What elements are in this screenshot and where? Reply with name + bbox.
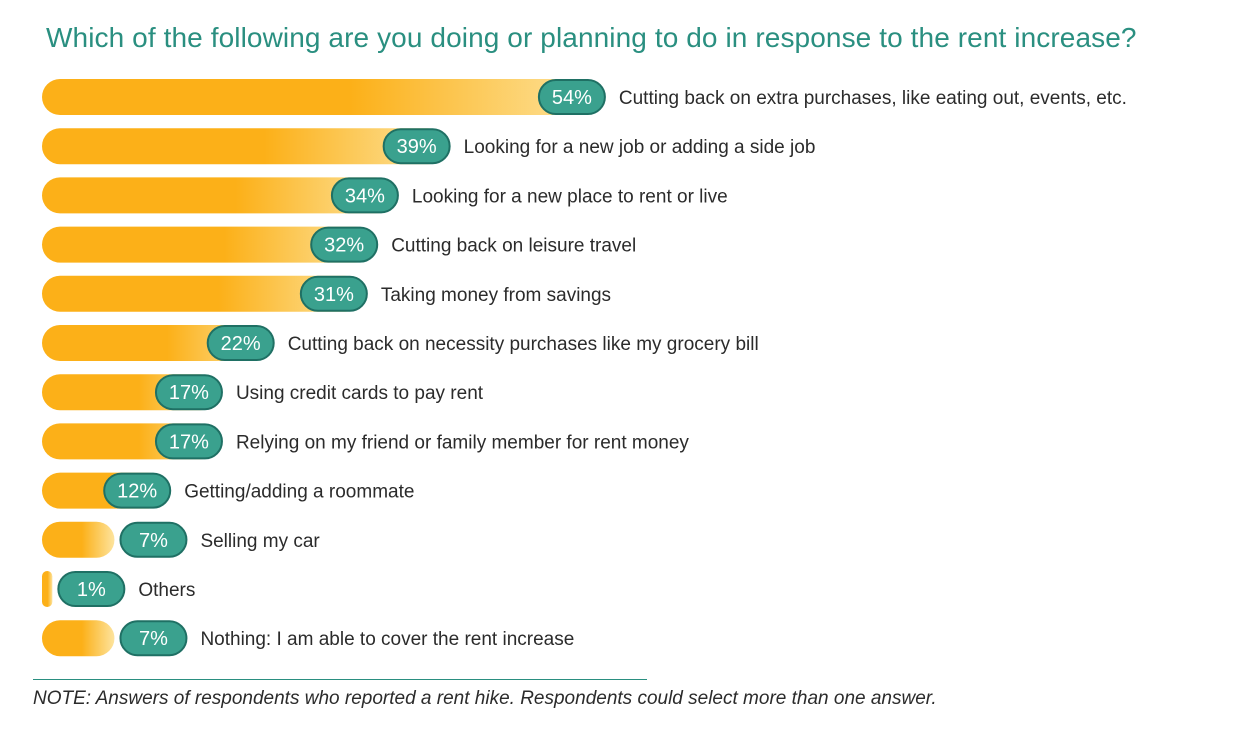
value-badge-5: [299, 275, 368, 312]
value-badge-10: [119, 521, 188, 558]
value-badge-3: [330, 177, 399, 214]
bar-2: [42, 128, 446, 165]
bar-10: [42, 521, 115, 558]
category-label-12: Nothing: I am able to cover the rent inc…: [200, 629, 574, 650]
value-label-6: 22%: [221, 333, 261, 355]
bar-12: [42, 620, 115, 657]
value-badge-1: [537, 79, 606, 115]
note-divider: [33, 679, 647, 680]
value-badge-4: [310, 226, 379, 263]
bar-4: [42, 226, 374, 263]
category-label-6: Cutting back on necessity purchases like…: [288, 334, 759, 355]
value-badge-11: [57, 571, 126, 607]
value-label-11: 1%: [77, 579, 106, 601]
bar-1: [42, 79, 601, 115]
category-label-11: Others: [138, 580, 195, 601]
bar-chart: 54% Cutting back on extra purchases, like…: [42, 79, 1127, 657]
value-label-2: 39%: [397, 136, 437, 158]
category-label-9: Getting/adding a roommate: [184, 482, 414, 503]
bar-11: [42, 571, 53, 607]
value-badge-8: [154, 423, 223, 460]
category-label-7: Using credit cards to pay rent: [236, 383, 484, 404]
footnote: NOTE: Answers of respondents who reporte…: [33, 688, 937, 709]
value-badge-7: [154, 374, 223, 411]
bar-3: [42, 177, 394, 214]
value-badge-9: [103, 472, 172, 509]
value-label-5: 31%: [314, 284, 354, 306]
category-label-2: Looking for a new job or adding a side j…: [464, 137, 816, 158]
category-label-10: Selling my car: [200, 531, 320, 552]
category-label-8: Relying on my friend or family member fo…: [236, 432, 689, 453]
value-badge-2: [382, 128, 451, 165]
value-label-4: 32%: [324, 235, 364, 257]
value-label-7: 17%: [169, 382, 209, 404]
chart-title: Which of the following are you doing or …: [46, 22, 1137, 53]
category-label-1: Cutting back on extra purchases, like ea…: [619, 88, 1127, 109]
value-badge-6: [206, 325, 275, 361]
value-label-12: 7%: [139, 628, 168, 650]
value-label-8: 17%: [169, 431, 209, 453]
value-badge-12: [119, 620, 188, 657]
category-label-4: Cutting back on leisure travel: [391, 236, 636, 257]
value-label-3: 34%: [345, 185, 385, 207]
category-label-5: Taking money from savings: [381, 285, 611, 306]
value-label-1: 54%: [552, 87, 592, 109]
bar-5: [42, 275, 363, 312]
category-label-3: Looking for a new place to rent or live: [412, 186, 728, 207]
value-label-9: 12%: [117, 481, 157, 503]
value-label-10: 7%: [139, 530, 168, 552]
